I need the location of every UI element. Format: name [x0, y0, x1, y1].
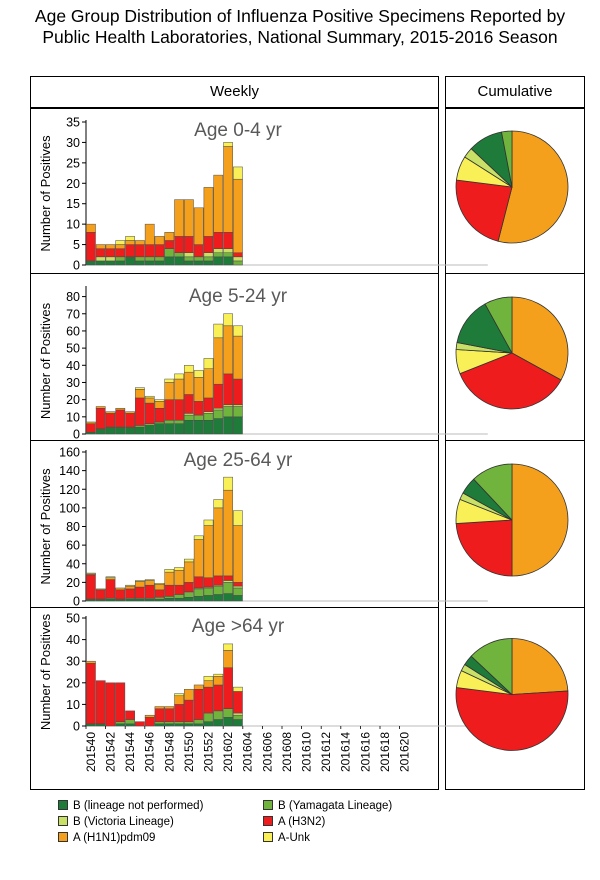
legend-label: A (H1N1)pdm09	[73, 832, 156, 844]
legend-label: B (lineage not performed)	[73, 800, 204, 812]
cumulative-panel	[445, 108, 585, 274]
legend-item-b-lineage-not-performed: B (lineage not performed)	[58, 799, 204, 812]
cumulative-panel	[445, 607, 585, 790]
legend-swatch	[263, 815, 273, 826]
legend-label: B (Yamagata Lineage)	[278, 800, 393, 812]
chart-title-line-1: Age Group Distribution of Influenza Posi…	[34, 6, 566, 26]
cumulative-panel	[445, 440, 585, 608]
chart-title-line-2: Public Health Laboratories, National Sum…	[42, 27, 558, 47]
weekly-panel	[30, 440, 439, 608]
chart-title: Age Group Distribution of Influenza Posi…	[0, 6, 600, 48]
legend-item-b-yamagata: B (Yamagata Lineage)	[263, 799, 393, 812]
legend-swatch	[263, 799, 273, 810]
legend-label: A (H3N2)	[278, 816, 326, 828]
legend-item-a-h1n1pdm09: A (H1N1)pdm09	[58, 831, 156, 844]
legend-item-b-victoria: B (Victoria Lineage)	[58, 815, 174, 828]
legend-swatch	[58, 799, 68, 810]
legend-label: A-Unk	[278, 832, 310, 844]
weekly-panel	[30, 607, 439, 790]
weekly-panel	[30, 273, 439, 441]
cumulative-header: Cumulative	[445, 76, 585, 108]
legend-label: B (Victoria Lineage)	[73, 816, 174, 828]
legend-item-a-h3n2: A (H3N2)	[263, 815, 326, 828]
cumulative-panel	[445, 273, 585, 441]
legend-swatch	[58, 831, 68, 842]
legend-swatch	[58, 815, 68, 826]
weekly-header: Weekly	[30, 76, 439, 108]
legend-swatch	[263, 831, 273, 842]
legend-item-a-unk: A-Unk	[263, 831, 310, 844]
weekly-panel	[30, 108, 439, 274]
